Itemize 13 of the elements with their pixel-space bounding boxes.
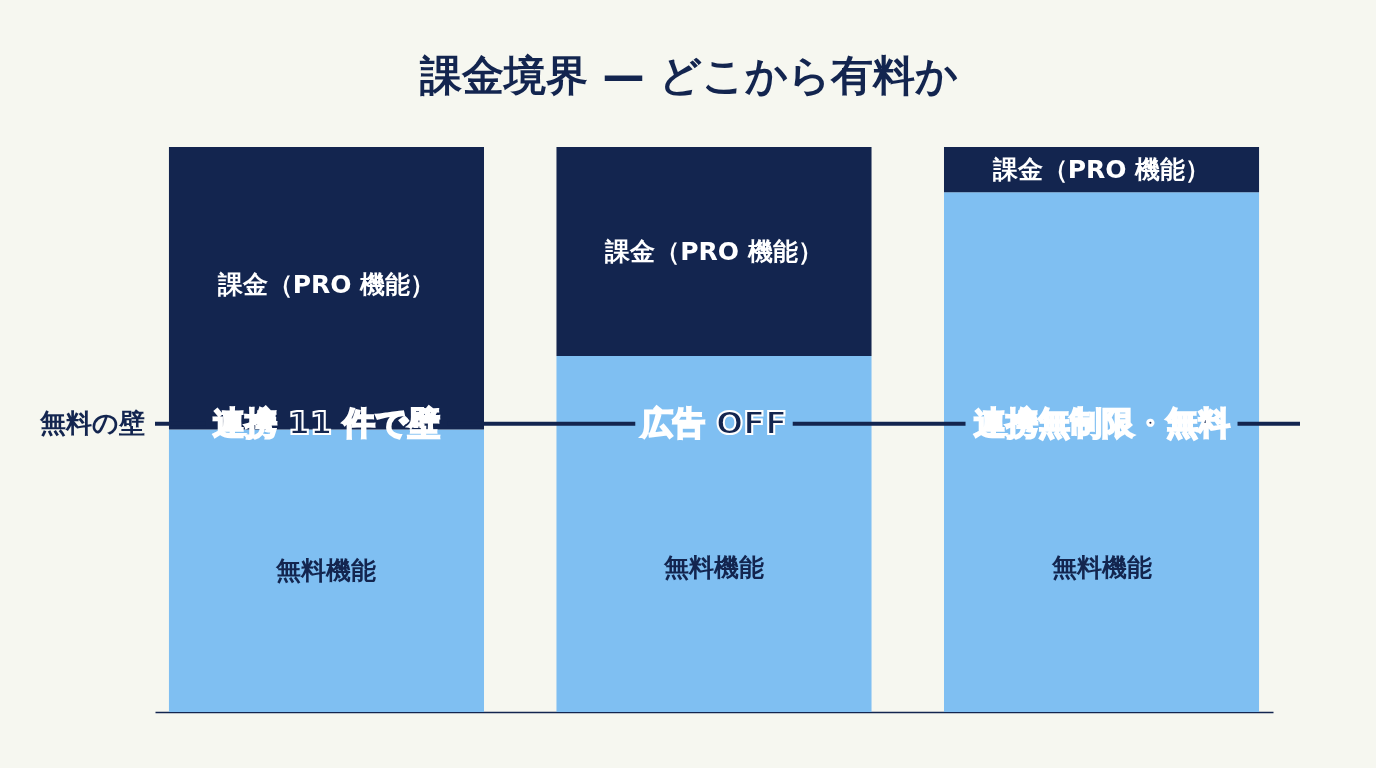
text: 課金（PRO 機能） [605,236,823,266]
text: 無料機能 [1051,552,1152,582]
bar [556,356,872,712]
ref-line-label: 無料の壁 [39,407,145,438]
annotation: 広告 OFF [639,403,788,442]
text: 課金（PRO 機能） [217,270,436,300]
text: 無料機能 [664,552,764,582]
annotation: 連携無制限・無料 [973,403,1230,442]
bar [556,147,872,357]
bar [943,192,1260,712]
series-label: 無料機能 [275,555,377,585]
series-label: 課金（PRO 機能） [991,154,1211,184]
chart-title: 課金境界 — どこから有料か [418,51,959,100]
